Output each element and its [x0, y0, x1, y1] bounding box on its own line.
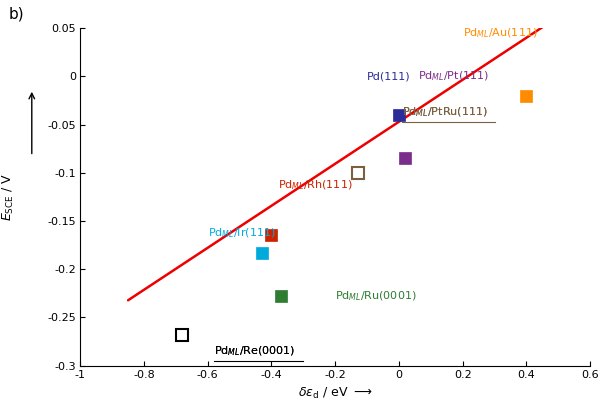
Text: Pd$_{ML}$/Re(0001): Pd$_{ML}$/Re(0001) [214, 344, 296, 358]
Text: $E_{\rm SCE}$ / V: $E_{\rm SCE}$ / V [1, 173, 16, 221]
Text: Pd$_{ML}$/Pt(111): Pd$_{ML}$/Pt(111) [418, 70, 489, 83]
Text: Pd$_{ML}$/PtRu(111): Pd$_{ML}$/PtRu(111) [402, 105, 488, 119]
Text: Pd$_{ML}$/Rh(111): Pd$_{ML}$/Rh(111) [278, 178, 353, 192]
Text: Pd(111): Pd(111) [367, 71, 411, 81]
Text: Pd$_{ML}$/Au(111): Pd$_{ML}$/Au(111) [463, 26, 538, 40]
Text: b): b) [9, 7, 24, 22]
Text: Pd$_{ML}$/PtRu(111): Pd$_{ML}$/PtRu(111) [402, 105, 488, 119]
Text: Pd$_{ML}$/Re(0001): Pd$_{ML}$/Re(0001) [214, 344, 296, 358]
X-axis label: $\delta\varepsilon_{\rm d}$ / eV $\longrightarrow$: $\delta\varepsilon_{\rm d}$ / eV $\longr… [298, 386, 373, 401]
Text: Pd$_{ML}$/Ir(111): Pd$_{ML}$/Ir(111) [208, 227, 276, 240]
Text: Pd$_{ML}$/Ru(0001): Pd$_{ML}$/Ru(0001) [335, 289, 417, 303]
